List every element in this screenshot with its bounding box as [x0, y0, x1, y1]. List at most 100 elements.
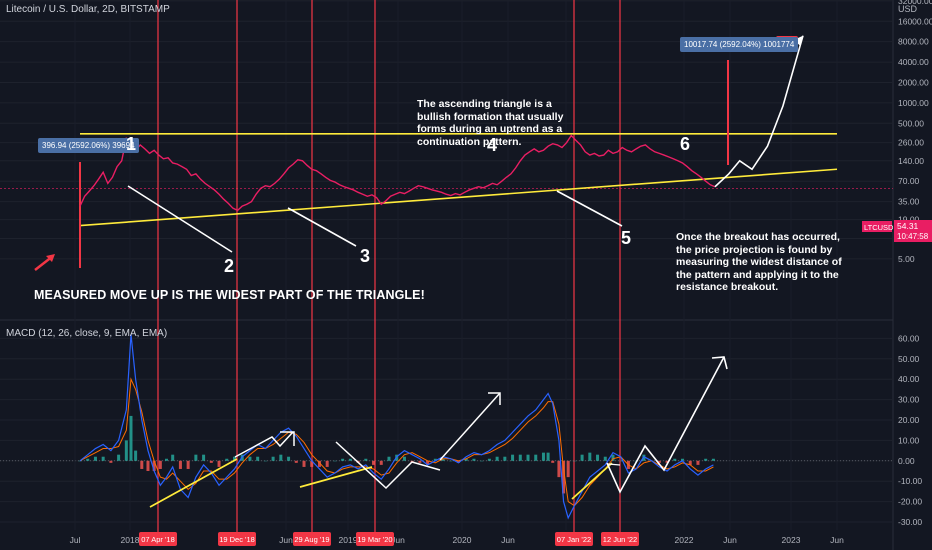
label-1: 1 [126, 134, 137, 154]
macd-histogram-bar [487, 458, 491, 461]
headline: MEASURED MOVE UP IS THE WIDEST PART OF T… [34, 288, 425, 302]
y-tick-label: 70.00 [898, 176, 920, 186]
date-marker-tag [356, 532, 394, 546]
price-line [79, 134, 716, 212]
macd-histogram-bar [433, 458, 437, 461]
label-6: 6 [680, 134, 691, 154]
currency-label: USD [898, 4, 918, 14]
macd-histogram-bar [124, 440, 128, 461]
macd-title: MACD (12, 26, close, 9, EMA, EMA) [6, 328, 168, 339]
macd-histogram-bar [86, 458, 90, 461]
macd-histogram-bar [158, 460, 162, 469]
macd-pattern-line [439, 392, 501, 461]
macd-histogram-bar [588, 452, 592, 461]
macd-line [79, 334, 714, 520]
x-tick-label: Jun [501, 535, 515, 545]
measure-badge-left: 396.94 (2592.06%) 39694 [38, 138, 139, 153]
macd-histogram-bar [146, 460, 150, 471]
pattern-line [127, 185, 233, 253]
date-marker-lines [157, 0, 621, 532]
trendlines [79, 133, 838, 227]
trendline [79, 168, 838, 227]
macd-histogram-bar [279, 454, 283, 461]
grid [0, 0, 894, 550]
macd-histogram-bar [611, 454, 615, 461]
macd-histogram-bar [129, 415, 133, 461]
macd-pattern-line [607, 463, 621, 466]
date-marker-label: 12 Jun '22 [603, 535, 637, 544]
macd-tick-label: 10.00 [898, 435, 920, 445]
macd-histogram-bar [348, 458, 352, 461]
macd-histogram-bar [426, 460, 430, 465]
macd-histogram-bar [518, 454, 522, 461]
axes: 32000.00 16000.00 8000.00 4000.00 2000.00 100… [70, 0, 932, 546]
date-marker-tag [555, 532, 593, 546]
date-marker-label: 29 Aug '19 [294, 535, 329, 544]
macd-histogram-bar [202, 454, 206, 461]
macd-histogram-bar [134, 450, 138, 461]
macd-histogram-bar [194, 454, 198, 461]
x-tick-label: 2022 [675, 535, 694, 545]
macd-histogram-bar [472, 458, 476, 461]
macd-histogram-bar [263, 460, 267, 462]
x-tick-label: Jun [830, 535, 844, 545]
macd-histogram-bar [557, 460, 561, 478]
macd-histogram-bar [495, 456, 499, 461]
macd-histogram-bar [711, 458, 715, 461]
macd-histogram-bar [248, 456, 252, 461]
macd-histogram-bar [681, 458, 685, 461]
macd-histogram-bar [271, 456, 275, 461]
y-tick-label: 8000.00 [898, 37, 929, 47]
macd-arrowhead [280, 431, 295, 446]
macd-histogram-bar [165, 458, 169, 461]
macd-histogram-bar [603, 456, 607, 461]
macd-histogram-bar [541, 452, 545, 461]
macd-histogram-bar [534, 454, 538, 461]
macd-histogram-bar [325, 460, 329, 467]
x-tick-label: 2020 [453, 535, 472, 545]
date-marker-tag [139, 532, 177, 546]
label-5: 5 [621, 228, 632, 248]
symbol-tag [862, 221, 892, 232]
macd-pattern-line [234, 431, 294, 458]
y-tick-label: 2000.00 [898, 77, 929, 87]
macd-histogram-bar [225, 458, 229, 461]
macd-tick-label: 20.00 [898, 415, 920, 425]
macd-histogram-bar [93, 456, 97, 461]
macd-histogram-bar [140, 460, 144, 469]
macd-histogram-bar [449, 460, 453, 462]
projection-line [714, 35, 804, 188]
macd-trendline [571, 462, 613, 500]
macd-pane [78, 334, 728, 520]
macd-histogram-bar [171, 454, 175, 461]
macd-histogram-bar [464, 458, 468, 461]
price-tag-countdown: 10:47:58 [897, 232, 929, 241]
macd-histogram-bar [511, 454, 515, 461]
macd-histogram-bar [217, 460, 221, 467]
price-tag [894, 220, 932, 242]
macd-histogram-bar [101, 456, 105, 461]
macd-histogram-bar [551, 460, 555, 463]
macd-histogram-bar [657, 460, 661, 463]
macd-histogram-bar [503, 456, 507, 461]
x-tick-label: 2018 [121, 535, 140, 545]
macd-histogram-bar [209, 460, 213, 463]
date-marker-label: 07 Apr '18 [141, 535, 175, 544]
label-2: 2 [224, 256, 235, 276]
y-tick-label: 4000.00 [898, 57, 929, 67]
macd-histogram-bar [109, 460, 113, 463]
macd-histogram-bar [402, 456, 406, 461]
macd-histogram-bar [562, 460, 566, 494]
macd-histogram-bar [372, 460, 376, 465]
macd-histogram-bar [546, 452, 550, 461]
price-series [79, 35, 804, 212]
macd-histogram-bar [665, 460, 669, 463]
chart-title: Litecoin / U.S. Dollar, 2D, BITSTAMP [6, 4, 170, 15]
macd-histogram-bar [566, 460, 570, 478]
x-tick-label: Jun [391, 535, 405, 545]
symbol-tag-label: LTCUSD [864, 223, 894, 232]
macd-histogram-bar [688, 460, 692, 465]
pointer-arrowhead [46, 254, 55, 262]
macd-histogram-bar [117, 454, 121, 461]
